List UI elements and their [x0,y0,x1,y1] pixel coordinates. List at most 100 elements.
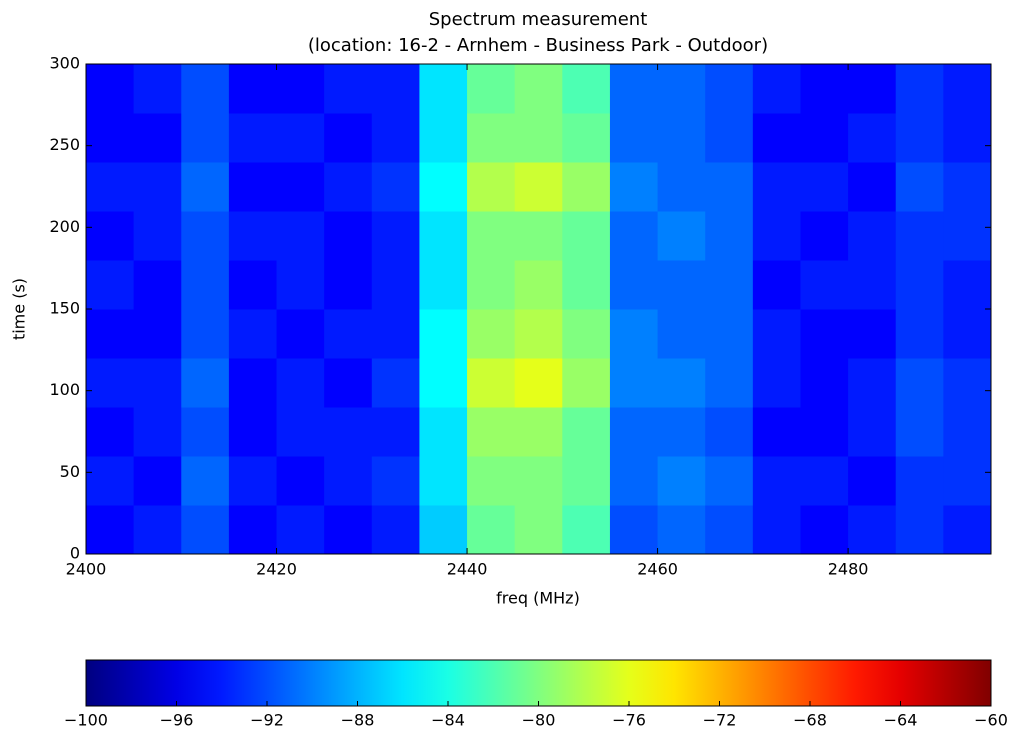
y-axis-label: time (s) [10,278,29,340]
heatmap-cell [324,407,373,457]
heatmap-cell [657,162,706,212]
heatmap-cell [276,64,325,114]
heatmap-cell [86,309,135,359]
heatmap-cell [467,211,516,261]
heatmap-cell [324,358,373,408]
heatmap-cell [133,113,182,163]
heatmap-cell [324,64,373,114]
heatmap-cell [371,358,420,408]
heatmap-cell [752,309,801,359]
heatmap-cell [181,505,230,555]
heatmap-cell [752,505,801,555]
heatmap-cell [371,309,420,359]
heatmap-cell [895,505,944,555]
heatmap-cell [609,64,659,114]
heatmap-cell [800,260,849,310]
y-tick-label: 250 [49,135,80,154]
heatmap-cell [371,162,420,212]
heatmap-cell [419,260,468,310]
heatmap-cell [800,309,849,359]
heatmap-cell [514,260,563,310]
heatmap-cell [324,113,373,163]
heatmap-cell [276,505,325,555]
heatmap [86,64,992,555]
heatmap-cell [895,260,944,310]
heatmap-cell [419,358,468,408]
heatmap-cell [705,113,754,163]
heatmap-cell [324,309,373,359]
heatmap-cell [609,162,659,212]
heatmap-cell [181,64,230,114]
heatmap-cell [895,407,944,457]
heatmap-cell [705,211,754,261]
heatmap-cell [133,64,182,114]
heatmap-cell [276,358,325,408]
heatmap-cell [895,211,944,261]
colorbar-tick-label: −76 [612,711,646,730]
heatmap-cell [800,456,849,506]
colorbar-tick-label: −60 [974,711,1008,730]
heatmap-cell [609,358,659,408]
heatmap-cell [228,407,278,457]
heatmap-cell [514,211,563,261]
heatmap-cell [943,260,992,310]
heatmap-cell [848,162,897,212]
heatmap-cell [181,358,230,408]
chart-subtitle: (location: 16-2 - Arnhem - Business Park… [308,35,768,56]
heatmap-cell [228,211,278,261]
heatmap-cell [371,407,420,457]
colorbar-tick-label: −88 [341,711,375,730]
heatmap-cell [800,113,849,163]
heatmap-cell [609,407,659,457]
x-tick-label: 2400 [66,560,107,579]
heatmap-cell [86,456,135,506]
heatmap-cell [609,211,659,261]
heatmap-cell [419,211,468,261]
heatmap-cell [848,64,897,114]
y-tick-label: 100 [49,380,80,399]
heatmap-cell [562,113,611,163]
heatmap-cell [848,407,897,457]
heatmap-cell [467,456,516,506]
heatmap-cell [324,211,373,261]
heatmap-cell [514,113,563,163]
heatmap-cell [276,456,325,506]
heatmap-cell [562,211,611,261]
heatmap-cell [657,260,706,310]
heatmap-cell [943,162,992,212]
heatmap-cell [228,162,278,212]
heatmap-cell [371,211,420,261]
heatmap-cell [752,260,801,310]
heatmap-cell [467,407,516,457]
heatmap-cell [705,64,754,114]
heatmap-cell [467,64,516,114]
heatmap-cell [133,211,182,261]
heatmap-cell [705,505,754,555]
chart-title: Spectrum measurement [429,9,648,30]
heatmap-cell [705,260,754,310]
heatmap-cell [514,505,563,555]
x-tick-label: 2420 [256,560,297,579]
heatmap-cell [181,211,230,261]
colorbar-tick-label: −96 [160,711,194,730]
heatmap-cell [276,309,325,359]
colorbar-tick-label: −68 [793,711,827,730]
heatmap-cell [514,162,563,212]
heatmap-cell [562,309,611,359]
heatmap-cell [86,358,135,408]
heatmap-cell [943,456,992,506]
colorbar-tick-label: −80 [522,711,556,730]
y-tick-label: 0 [70,544,80,563]
heatmap-cell [276,113,325,163]
heatmap-cell [943,64,992,114]
heatmap-cell [705,456,754,506]
heatmap-cell [181,407,230,457]
heatmap-cell [562,260,611,310]
heatmap-cell [467,260,516,310]
heatmap-cell [514,358,563,408]
x-axis-label: freq (MHz) [496,589,580,608]
heatmap-cell [371,64,420,114]
heatmap-cell [609,113,659,163]
heatmap-cell [228,358,278,408]
heatmap-cell [371,456,420,506]
